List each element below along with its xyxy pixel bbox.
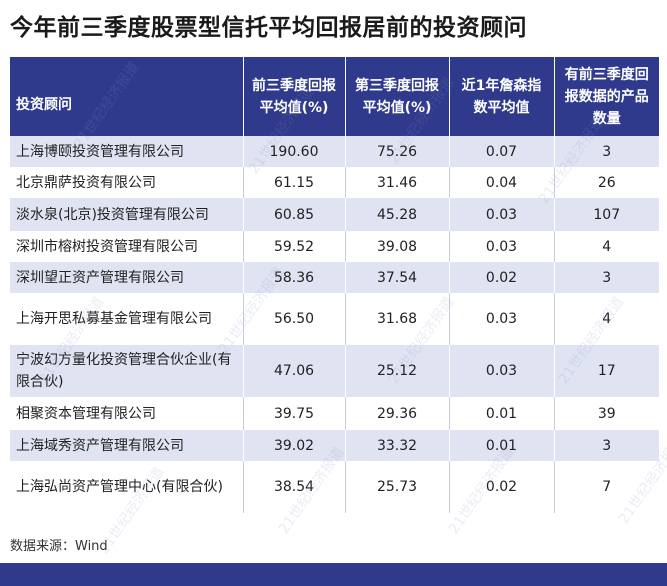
cell-advisor: 深圳望正资产管理有限公司 <box>16 269 184 286</box>
table-body: 上海博颐投资管理有限公司 190.60 75.26 0.07 3 北京鼎萨投资有限公司 61… <box>10 136 659 513</box>
cell-advisor: 淡水泉(北京)投资管理有限公司 <box>16 206 209 223</box>
cell-jensen-index: 0.03 <box>448 231 554 262</box>
cell-advisor: 上海域秀资产管理有限公司 <box>16 437 184 454</box>
cell-ytd-return: 59.52 <box>242 231 345 262</box>
cell-ytd-return: 38.54 <box>242 461 345 513</box>
cell-q3-return: 39.08 <box>344 231 449 262</box>
cell-jensen-index: 0.03 <box>448 293 554 345</box>
table-header: 投资顾问 前三季度回报平均值(%) 第三季度回报平均值(%) 近1年詹森指数平均… <box>10 57 659 136</box>
table-row: 深圳市榕树投资管理有限公司 59.52 39.08 0.03 4 <box>10 231 659 262</box>
cell-advisor: 深圳市榕树投资管理有限公司 <box>16 238 198 255</box>
cell-product-count: 17 <box>553 345 659 397</box>
table-row: 宁波幻方量化投资管理合伙企业(有限合伙) 47.06 25.12 0.03 17 <box>10 345 659 397</box>
cell-advisor: 上海博颐投资管理有限公司 <box>16 143 184 160</box>
cell-jensen-index: 0.01 <box>448 397 554 430</box>
cell-jensen-index: 0.01 <box>448 430 554 461</box>
cell-q3-return: 29.36 <box>344 397 449 430</box>
table-row: 上海开思私募基金管理有限公司 56.50 31.68 0.03 4 <box>10 293 659 345</box>
cell-q3-return: 31.68 <box>344 293 449 345</box>
cell-ytd-return: 61.15 <box>242 167 345 198</box>
cell-product-count: 3 <box>553 430 659 461</box>
cell-product-count: 107 <box>553 198 659 231</box>
cell-ytd-return: 39.75 <box>242 397 345 430</box>
cell-advisor: 宁波幻方量化投资管理合伙企业(有限合伙) <box>16 352 232 390</box>
table-row: 上海博颐投资管理有限公司 190.60 75.26 0.07 3 <box>10 136 659 167</box>
table-row: 上海域秀资产管理有限公司 39.02 33.32 0.01 3 <box>10 430 659 461</box>
cell-ytd-return: 39.02 <box>242 430 345 461</box>
cell-ytd-return: 56.50 <box>242 293 345 345</box>
cell-advisor: 北京鼎萨投资有限公司 <box>16 174 156 191</box>
cell-advisor: 相聚资本管理有限公司 <box>16 405 156 422</box>
table-row: 相聚资本管理有限公司 39.75 29.36 0.01 39 <box>10 397 659 430</box>
cell-product-count: 3 <box>553 136 659 167</box>
cell-ytd-return: 60.85 <box>242 198 345 231</box>
source-note: 数据来源：Wind <box>10 539 108 554</box>
cell-q3-return: 75.26 <box>344 136 449 167</box>
table-row: 上海弘尚资产管理中心(有限合伙) 38.54 25.73 0.02 7 <box>10 461 659 513</box>
column-header-product-count: 有前三季度回报数据的产品数量 <box>553 57 659 136</box>
cell-product-count: 39 <box>553 397 659 430</box>
cell-product-count: 7 <box>553 461 659 513</box>
page-title: 今年前三季度股票型信托平均回报居前的投资顾问 <box>10 15 527 41</box>
table-row: 深圳望正资产管理有限公司 58.36 37.54 0.02 3 <box>10 262 659 293</box>
table-row: 北京鼎萨投资有限公司 61.15 31.46 0.04 26 <box>10 167 659 198</box>
cell-q3-return: 25.73 <box>344 461 449 513</box>
table-header-row: 投资顾问 前三季度回报平均值(%) 第三季度回报平均值(%) 近1年詹森指数平均… <box>10 57 659 136</box>
cell-product-count: 4 <box>553 293 659 345</box>
cell-q3-return: 25.12 <box>344 345 449 397</box>
cell-jensen-index: 0.02 <box>448 461 554 513</box>
table-row: 淡水泉(北京)投资管理有限公司 60.85 45.28 0.03 107 <box>10 198 659 231</box>
cell-jensen-index: 0.02 <box>448 262 554 293</box>
cell-product-count: 3 <box>553 262 659 293</box>
data-table: 投资顾问 前三季度回报平均值(%) 第三季度回报平均值(%) 近1年詹森指数平均… <box>10 57 659 513</box>
cell-product-count: 4 <box>553 231 659 262</box>
cell-advisor: 上海弘尚资产管理中心(有限合伙) <box>16 479 223 495</box>
column-header-q3-return: 第三季度回报平均值(%) <box>344 57 449 136</box>
column-header-jensen-index: 近1年詹森指数平均值 <box>448 57 554 136</box>
cell-ytd-return: 58.36 <box>242 262 345 293</box>
cell-product-count: 26 <box>553 167 659 198</box>
cell-jensen-index: 0.03 <box>448 198 554 231</box>
cell-advisor: 上海开思私募基金管理有限公司 <box>16 311 212 327</box>
cell-jensen-index: 0.04 <box>448 167 554 198</box>
cell-ytd-return: 47.06 <box>242 345 345 397</box>
cell-q3-return: 33.32 <box>344 430 449 461</box>
cell-jensen-index: 0.07 <box>448 136 554 167</box>
cell-q3-return: 31.46 <box>344 167 449 198</box>
column-header-advisor: 投资顾问 <box>16 96 72 113</box>
cell-q3-return: 37.54 <box>344 262 449 293</box>
column-header-ytd-return: 前三季度回报平均值(%) <box>242 57 345 136</box>
cell-jensen-index: 0.03 <box>448 345 554 397</box>
cell-q3-return: 45.28 <box>344 198 449 231</box>
cell-ytd-return: 190.60 <box>242 136 345 167</box>
footer-bar <box>0 563 667 586</box>
